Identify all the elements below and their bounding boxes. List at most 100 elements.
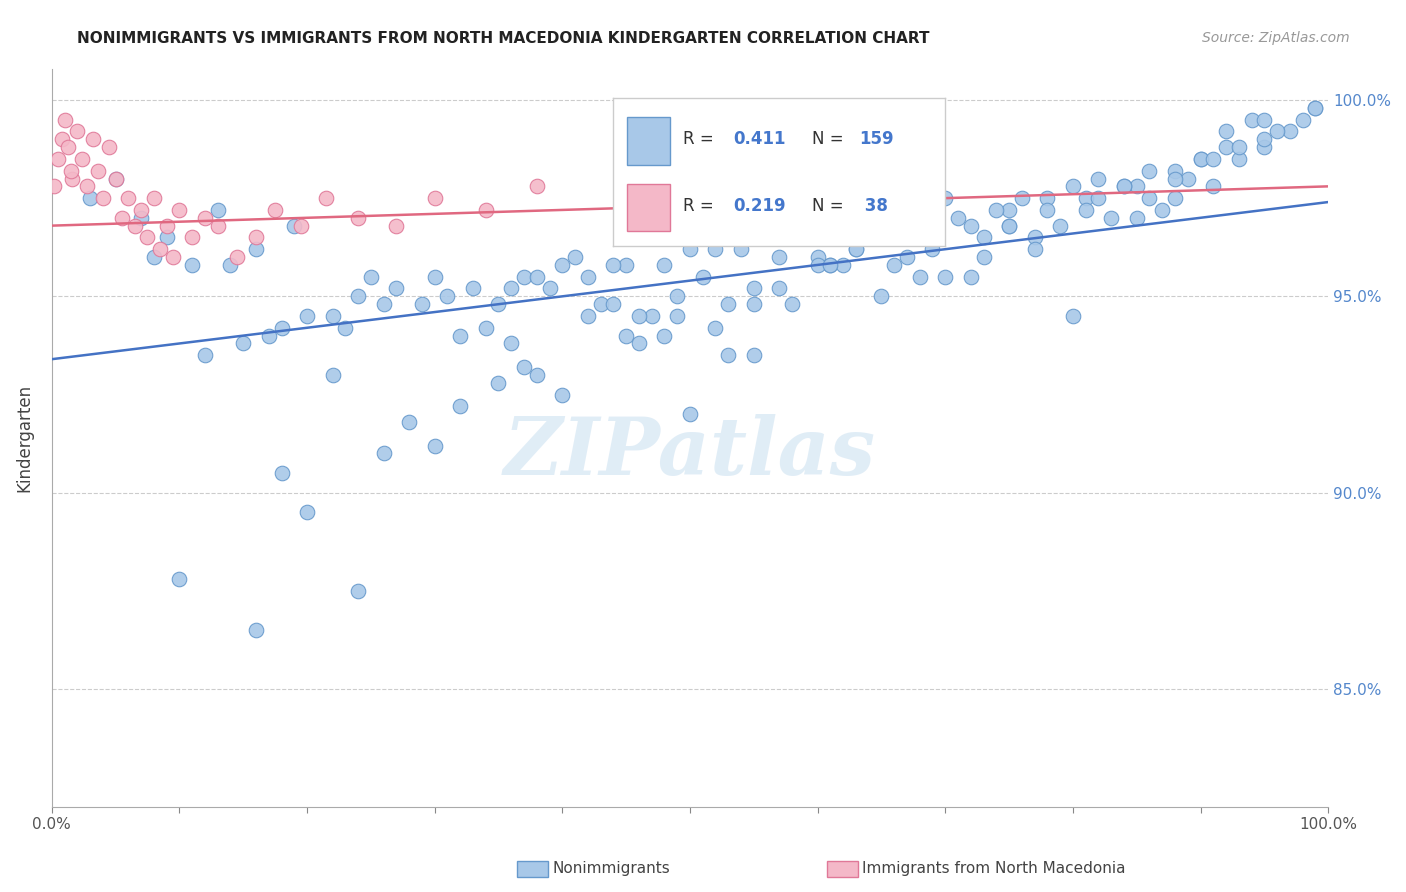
Point bbox=[654, 328, 676, 343]
Point bbox=[1278, 124, 1301, 138]
Point bbox=[921, 242, 943, 256]
Point bbox=[232, 336, 254, 351]
Point bbox=[742, 348, 765, 362]
Point bbox=[666, 309, 689, 323]
Point bbox=[934, 191, 956, 205]
Point bbox=[704, 242, 727, 256]
Point bbox=[156, 230, 179, 244]
Point bbox=[225, 250, 247, 264]
Point bbox=[501, 336, 523, 351]
Point bbox=[290, 219, 312, 233]
Point bbox=[717, 297, 740, 311]
Point bbox=[295, 309, 318, 323]
Point bbox=[181, 230, 204, 244]
Point bbox=[488, 376, 510, 390]
Point bbox=[1227, 152, 1250, 166]
Point bbox=[1011, 191, 1033, 205]
Point bbox=[820, 258, 842, 272]
Point bbox=[385, 281, 408, 295]
Point bbox=[66, 124, 89, 138]
Point bbox=[768, 250, 790, 264]
Point bbox=[768, 281, 790, 295]
Point bbox=[257, 328, 280, 343]
Point bbox=[589, 297, 612, 311]
Point bbox=[513, 359, 536, 374]
Point bbox=[1240, 112, 1263, 127]
Point bbox=[627, 336, 650, 351]
Point bbox=[76, 179, 98, 194]
Point bbox=[1189, 152, 1212, 166]
Point bbox=[1062, 179, 1084, 194]
Point bbox=[896, 250, 918, 264]
Point bbox=[82, 132, 104, 146]
Point bbox=[335, 320, 357, 334]
Point bbox=[156, 219, 179, 233]
Point bbox=[423, 269, 446, 284]
Point bbox=[921, 230, 943, 244]
Point bbox=[347, 583, 370, 598]
Text: Source: ZipAtlas.com: Source: ZipAtlas.com bbox=[1202, 31, 1350, 45]
Point bbox=[679, 407, 702, 421]
Point bbox=[98, 140, 121, 154]
Point bbox=[1125, 211, 1147, 225]
Point bbox=[1164, 191, 1187, 205]
Point bbox=[717, 348, 740, 362]
Point bbox=[973, 250, 995, 264]
Point bbox=[564, 250, 586, 264]
Point bbox=[72, 152, 94, 166]
Point bbox=[194, 211, 217, 225]
Point bbox=[654, 258, 676, 272]
Point bbox=[488, 297, 510, 311]
Point bbox=[474, 202, 496, 217]
Point bbox=[755, 230, 778, 244]
Point bbox=[1305, 101, 1327, 115]
Point bbox=[136, 230, 159, 244]
Point bbox=[820, 258, 842, 272]
Point bbox=[806, 258, 828, 272]
Point bbox=[959, 269, 981, 284]
Point bbox=[627, 309, 650, 323]
Point bbox=[1164, 163, 1187, 178]
Point bbox=[111, 211, 134, 225]
Point bbox=[883, 258, 905, 272]
Point bbox=[264, 202, 287, 217]
Point bbox=[576, 309, 599, 323]
Point bbox=[551, 258, 574, 272]
Point bbox=[526, 179, 548, 194]
Point bbox=[551, 387, 574, 401]
Point bbox=[461, 281, 484, 295]
Point bbox=[449, 400, 471, 414]
Point bbox=[373, 297, 395, 311]
Point bbox=[270, 466, 292, 480]
Point bbox=[513, 269, 536, 284]
Text: Immigrants from North Macedonia: Immigrants from North Macedonia bbox=[862, 862, 1125, 876]
Point bbox=[86, 163, 108, 178]
Point bbox=[245, 624, 267, 638]
Point bbox=[1074, 202, 1097, 217]
Point bbox=[1177, 171, 1199, 186]
Point bbox=[322, 309, 344, 323]
Point bbox=[730, 242, 752, 256]
Point bbox=[360, 269, 382, 284]
Point bbox=[347, 211, 370, 225]
Point bbox=[347, 289, 370, 303]
Point bbox=[162, 250, 184, 264]
Point bbox=[845, 242, 868, 256]
Point bbox=[602, 258, 624, 272]
Point bbox=[315, 191, 337, 205]
Point bbox=[1253, 112, 1275, 127]
Point bbox=[1036, 191, 1059, 205]
Point bbox=[53, 112, 76, 127]
Point bbox=[44, 179, 66, 194]
Point bbox=[1189, 152, 1212, 166]
Point bbox=[1215, 124, 1237, 138]
Point bbox=[679, 242, 702, 256]
Point bbox=[1087, 191, 1109, 205]
Point bbox=[501, 281, 523, 295]
Point bbox=[169, 202, 191, 217]
Text: ZIPatlas: ZIPatlas bbox=[503, 414, 876, 491]
Point bbox=[793, 230, 815, 244]
Point bbox=[60, 171, 83, 186]
Point bbox=[449, 328, 471, 343]
Point bbox=[51, 132, 73, 146]
